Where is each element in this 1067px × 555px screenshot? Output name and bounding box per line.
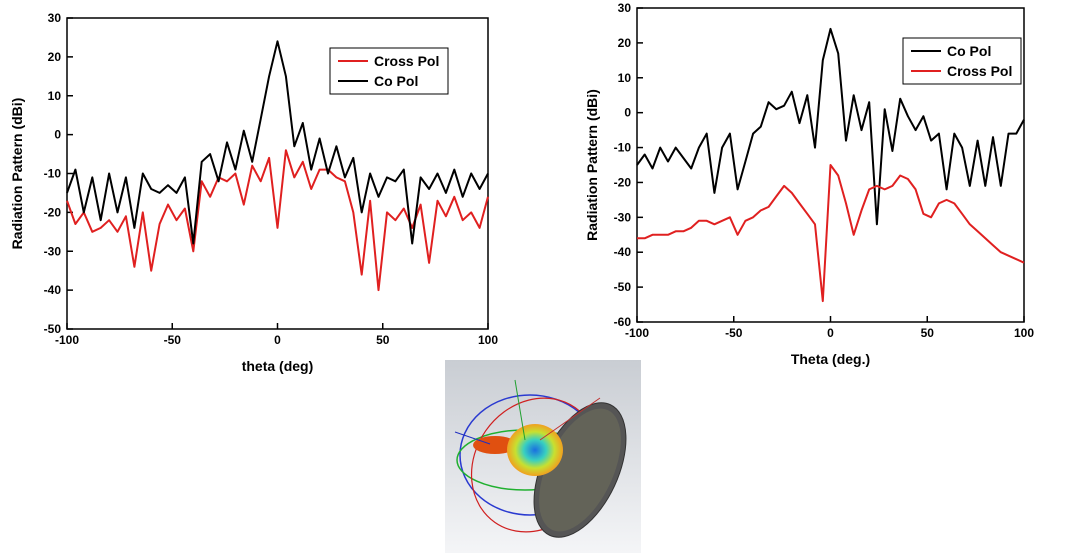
- y-tick-label: -60: [614, 315, 632, 329]
- main-beam: [473, 436, 517, 454]
- x-tick-label: -100: [55, 333, 79, 347]
- y-axis: [514, 379, 526, 441]
- legend-box: [329, 47, 449, 95]
- series-line: [637, 164, 1025, 303]
- y-tick-label: 20: [618, 36, 632, 50]
- x-tick-label: -100: [625, 326, 649, 340]
- y-tick-label: -20: [44, 205, 62, 219]
- y-axis-label: Radiation Pattern (dBi): [9, 98, 25, 250]
- legend-label: Cross Pol: [374, 53, 439, 69]
- x-axis-label: Theta (deg.): [791, 351, 870, 367]
- y-tick-label: -20: [614, 175, 632, 189]
- y-tick-label: -40: [44, 283, 62, 297]
- x-tick-label: -50: [725, 326, 743, 340]
- x-tick-label: -50: [164, 333, 182, 347]
- y-tick-label: 30: [48, 11, 62, 25]
- chart: -100 -50 0 50 100-60-50-40-30-20-100102030Th…: [584, 1, 1034, 367]
- legend-box: [902, 37, 1022, 85]
- legend-label: Co Pol: [947, 43, 991, 59]
- y-tick-label: -10: [614, 141, 632, 155]
- series-line: [636, 27, 1025, 226]
- x-tick-label: 50: [376, 333, 390, 347]
- legend: Cross Pol Co Pol: [329, 47, 449, 95]
- legend-label: Cross Pol: [947, 63, 1012, 79]
- x-tick-label: 0: [274, 333, 281, 347]
- y-axis-label: Radiation Pattern (dBi): [584, 89, 600, 241]
- series-line: [66, 149, 489, 292]
- y-tick-label: -50: [614, 280, 632, 294]
- y-tick-label: -10: [44, 167, 62, 181]
- radiation-lobes: [507, 424, 563, 476]
- x-tick-label: 0: [827, 326, 834, 340]
- z-axis: [454, 431, 491, 445]
- y-tick-label: 0: [54, 128, 61, 142]
- chart: -100 -50 0 50 100-50-40-30-20-100102030theta…: [9, 11, 498, 374]
- series-line: [66, 40, 489, 245]
- y-tick-label: -30: [614, 210, 632, 224]
- y-tick-label: -30: [44, 244, 62, 258]
- x-axis: [539, 397, 601, 441]
- y-tick-label: -40: [614, 245, 632, 259]
- y-tick-label: 10: [48, 89, 62, 103]
- y-tick-label: 20: [48, 50, 62, 64]
- y-tick-label: 0: [624, 106, 631, 120]
- simulation-image: [445, 360, 641, 553]
- y-tick-label: 30: [618, 1, 632, 15]
- x-axis-label: theta (deg): [242, 358, 314, 374]
- y-tick-label: -50: [44, 322, 62, 336]
- x-tick-label: 50: [921, 326, 935, 340]
- x-tick-label: 100: [1014, 326, 1034, 340]
- y-tick-label: 10: [618, 71, 632, 85]
- legend: Co Pol Cross Pol: [902, 37, 1022, 85]
- legend-label: Co Pol: [374, 73, 418, 89]
- x-tick-label: 100: [478, 333, 498, 347]
